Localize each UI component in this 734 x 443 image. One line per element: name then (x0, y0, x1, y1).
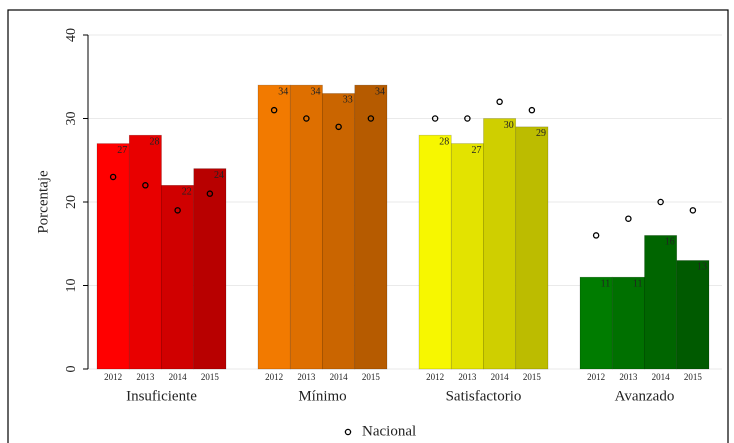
year-label: 2015 (362, 372, 381, 382)
value-label: 34 (375, 86, 385, 97)
legend-label: Nacional (362, 423, 416, 439)
y-tick-label: 0 (64, 366, 79, 373)
bar (128, 134, 162, 370)
bar (483, 118, 517, 370)
value-label: 11 (601, 278, 611, 289)
value-label: 16 (665, 237, 675, 248)
year-label: 2013 (619, 372, 638, 382)
value-label: 24 (214, 170, 224, 181)
year-label: 2014 (169, 372, 188, 382)
year-label: 2014 (491, 372, 510, 382)
value-label: 33 (343, 95, 353, 106)
bar (450, 143, 484, 370)
year-label: 2012 (265, 372, 283, 382)
nacional-marker (367, 115, 375, 122)
year-label: 2015 (201, 372, 220, 382)
year-label: 2012 (104, 372, 122, 382)
value-label: 11 (633, 278, 643, 289)
value-label: 28 (150, 136, 160, 147)
bar (193, 168, 227, 370)
bar (579, 276, 613, 370)
bar (289, 84, 323, 370)
y-axis-label: Porcentaje (35, 170, 51, 234)
bar (515, 126, 549, 370)
value-label: 22 (182, 187, 192, 198)
value-label: 34 (278, 86, 288, 97)
frame (7, 9, 729, 443)
year-label: 2013 (136, 372, 155, 382)
bar (676, 260, 710, 370)
group-label: Insuficiente (126, 388, 197, 404)
y-tick-label: 20 (64, 195, 79, 209)
group-label: Avanzado (615, 388, 675, 404)
bar (257, 84, 291, 370)
value-label: 27 (472, 145, 482, 156)
nacional-marker (206, 190, 214, 197)
value-label: 34 (311, 86, 321, 97)
nacional-marker (625, 215, 632, 222)
year-label: 2015 (523, 372, 542, 382)
group-label: Mínimo (298, 388, 346, 404)
nacional-marker (689, 207, 697, 214)
y-tick-label: 10 (64, 279, 79, 293)
nacional-marker (592, 232, 600, 239)
nacional-marker (109, 173, 117, 181)
year-label: 2012 (587, 372, 605, 382)
y-tick-label: 40 (64, 28, 79, 42)
nacional-marker (464, 115, 471, 122)
year-label: 2014 (330, 372, 349, 382)
nacional-marker (431, 115, 439, 122)
value-label: 30 (504, 120, 514, 131)
bar (611, 276, 645, 370)
bar (322, 93, 356, 370)
nacional-marker (496, 98, 503, 106)
value-label: 29 (536, 128, 546, 139)
year-label: 2013 (458, 372, 477, 382)
bar (354, 84, 388, 370)
bar (96, 143, 130, 370)
bar (644, 235, 678, 370)
nacional-marker (142, 182, 149, 189)
year-label: 2012 (426, 372, 444, 382)
year-label: 2015 (684, 372, 703, 382)
year-label: 2013 (297, 372, 316, 382)
nacional-marker (335, 123, 342, 131)
nacional-marker (303, 115, 310, 122)
year-label: 2014 (652, 372, 671, 382)
nacional-marker (270, 106, 278, 114)
y-tick-label: 30 (64, 112, 79, 126)
nacional-marker (174, 207, 181, 214)
value-label: 13 (697, 262, 707, 273)
bar (418, 134, 452, 370)
nacional-marker (657, 198, 664, 206)
legend-marker (344, 428, 352, 436)
nacional-marker (528, 106, 536, 114)
value-label: 28 (439, 136, 449, 147)
value-label: 27 (117, 145, 127, 156)
group-label: Satisfactorio (446, 388, 522, 404)
